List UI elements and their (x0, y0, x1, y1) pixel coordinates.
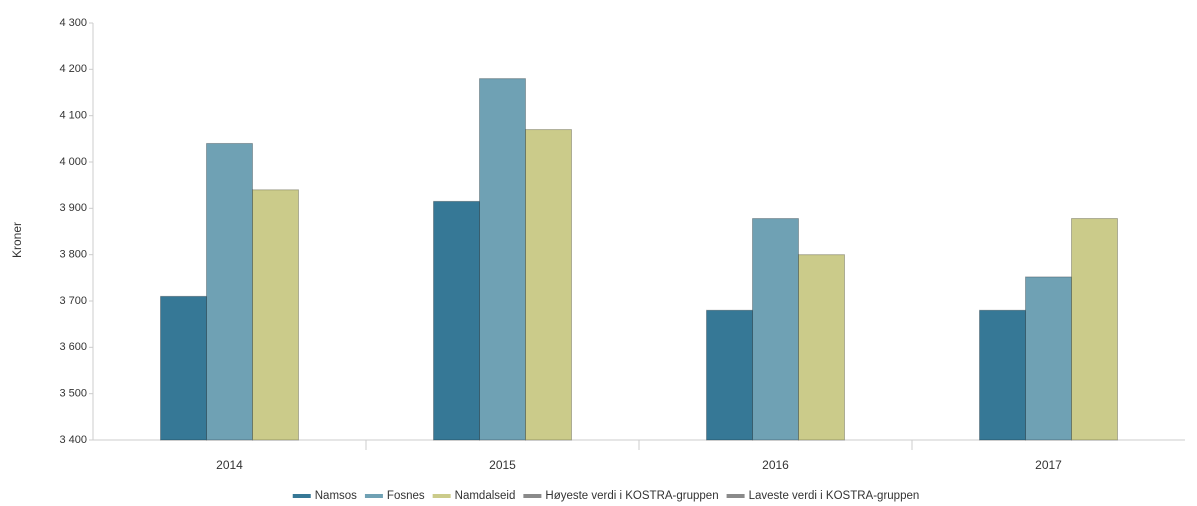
y-tick-label: 3 800 (59, 249, 87, 261)
legend-label: Fosnes (387, 490, 425, 502)
legend-label: Namsos (315, 490, 357, 502)
x-tick-label: 2016 (762, 458, 789, 472)
y-tick-label: 3 900 (59, 202, 87, 214)
bar (1025, 276, 1072, 441)
bar (160, 295, 207, 441)
y-tick-label: 4 000 (59, 156, 87, 168)
bar (479, 78, 526, 441)
bar (979, 309, 1026, 441)
bar (525, 129, 572, 441)
bar (433, 200, 480, 441)
x-tick-label: 2017 (1035, 458, 1062, 472)
y-tick-label: 3 600 (59, 341, 87, 353)
y-tick-label: 3 700 (59, 295, 87, 307)
bar (1071, 218, 1118, 441)
bar (252, 189, 299, 441)
y-tick-label: 4 100 (59, 110, 87, 122)
y-axis-label: Kroner (10, 222, 24, 258)
bar (706, 309, 753, 441)
bar (798, 254, 845, 441)
y-tick-label: 4 200 (59, 63, 87, 75)
y-tick-label: 3 500 (59, 388, 87, 400)
x-tick-label: 2014 (216, 458, 243, 472)
legend-label: Laveste verdi i KOSTRA-gruppen (749, 490, 920, 502)
legend: Namsos Fosnes Namdalseid Høyeste verdi i KO… (292, 490, 920, 502)
y-tick-label: 4 300 (59, 17, 87, 29)
legend-label: Høyeste verdi i KOSTRA-gruppen (545, 490, 718, 502)
legend-label: Namdalseid (455, 490, 516, 502)
bar (752, 218, 799, 441)
bar (206, 142, 253, 441)
x-tick-label: 2015 (489, 458, 516, 472)
y-tick-label: 3 400 (59, 434, 87, 446)
